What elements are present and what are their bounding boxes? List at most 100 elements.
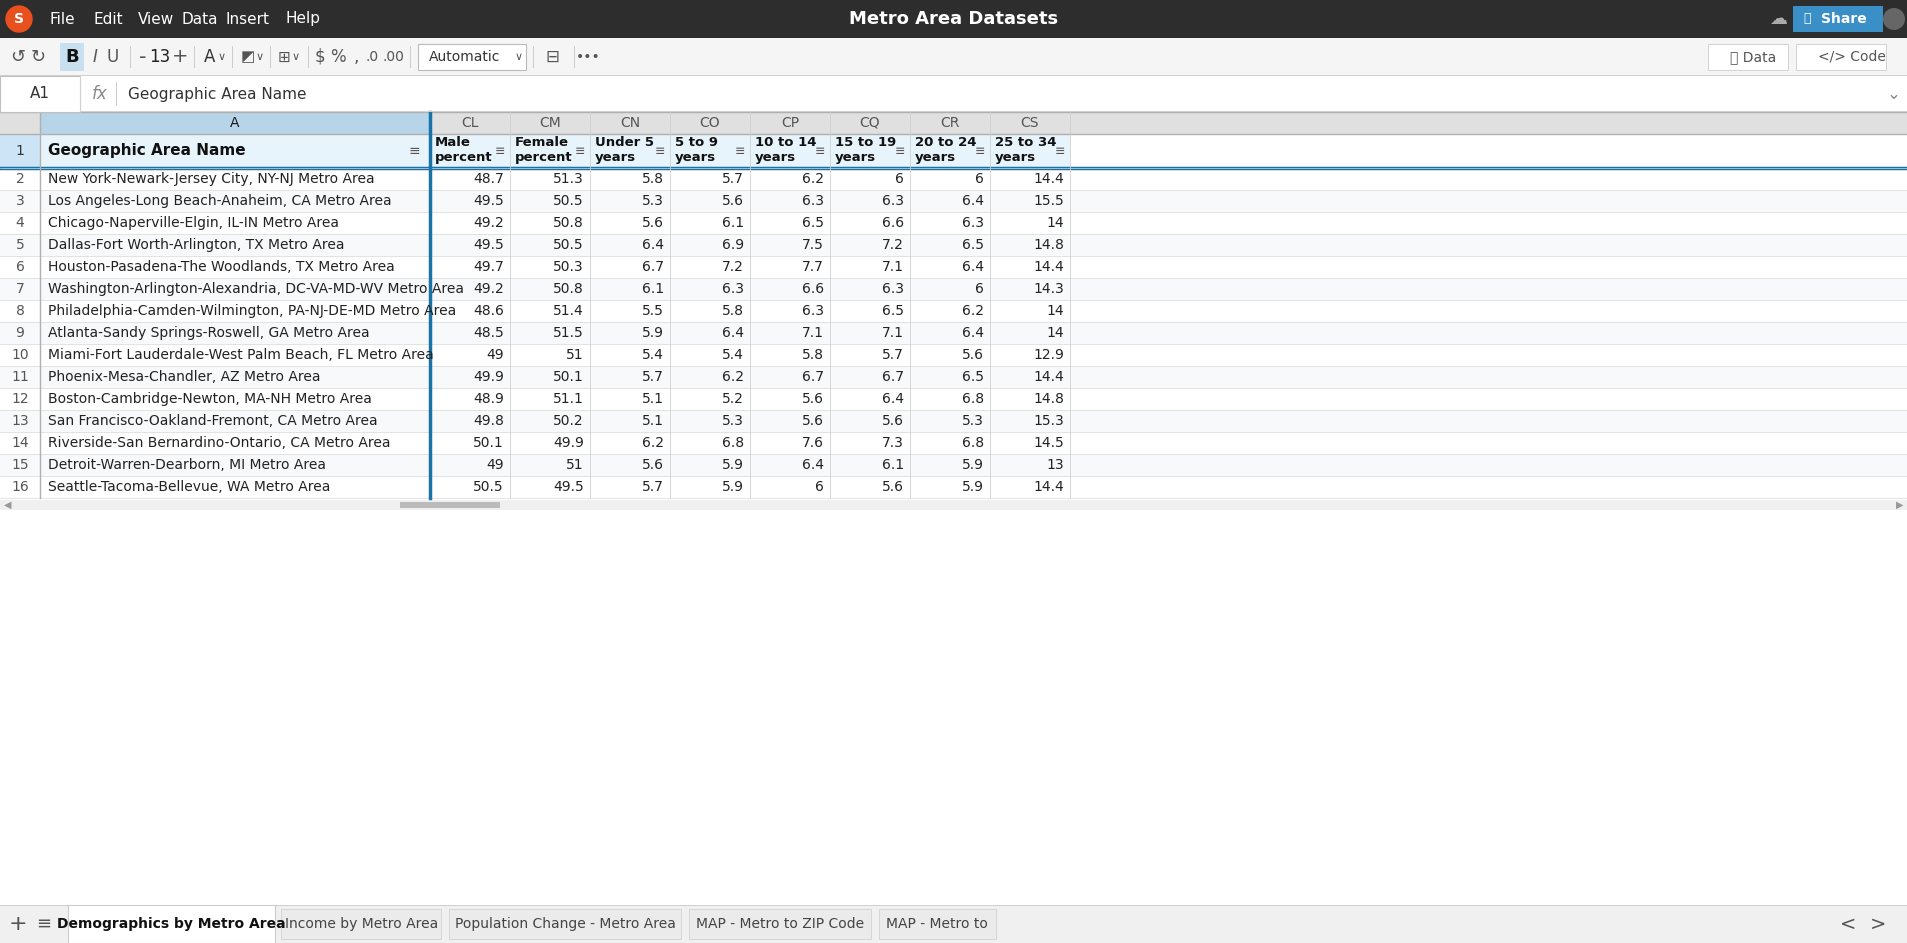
Text: ≡: ≡ — [734, 144, 746, 157]
Text: 48.5: 48.5 — [473, 326, 503, 340]
Text: 49.9: 49.9 — [473, 370, 503, 384]
Text: 6.2: 6.2 — [961, 304, 984, 318]
Text: 16: 16 — [11, 480, 29, 494]
Text: CO: CO — [700, 116, 721, 130]
Text: 49: 49 — [486, 348, 503, 362]
Text: 48.7: 48.7 — [473, 172, 503, 186]
Text: 5.6: 5.6 — [641, 458, 664, 472]
Text: 7.5: 7.5 — [801, 238, 824, 252]
Text: A: A — [231, 116, 240, 130]
Text: 51.1: 51.1 — [553, 392, 584, 406]
Text: B: B — [65, 48, 78, 66]
Text: 5.9: 5.9 — [721, 458, 744, 472]
Text: 7.3: 7.3 — [881, 436, 904, 450]
Text: Boston-Cambridge-Newton, MA-NH Metro Area: Boston-Cambridge-Newton, MA-NH Metro Are… — [48, 392, 372, 406]
Text: 6.2: 6.2 — [721, 370, 744, 384]
Text: 50.5: 50.5 — [473, 480, 503, 494]
Text: New York-Newark-Jersey City, NY-NJ Metro Area: New York-Newark-Jersey City, NY-NJ Metro… — [48, 172, 374, 186]
Text: 51: 51 — [566, 458, 584, 472]
Text: Detroit-Warren-Dearborn, MI Metro Area: Detroit-Warren-Dearborn, MI Metro Area — [48, 458, 326, 472]
Text: CQ: CQ — [860, 116, 879, 130]
Text: 6.5: 6.5 — [881, 304, 904, 318]
Text: 14.3: 14.3 — [1034, 282, 1064, 296]
Text: years: years — [915, 151, 955, 163]
Bar — [40, 112, 429, 134]
Text: 6.5: 6.5 — [961, 370, 984, 384]
Text: 49.8: 49.8 — [473, 414, 503, 428]
Text: 6.3: 6.3 — [801, 194, 824, 208]
Text: 5.8: 5.8 — [641, 172, 664, 186]
Text: ∨: ∨ — [217, 52, 225, 62]
Text: 5 to 9: 5 to 9 — [675, 137, 717, 150]
Text: 7.1: 7.1 — [801, 326, 824, 340]
Bar — [0, 190, 1907, 212]
Text: ◀: ◀ — [4, 500, 11, 510]
Text: 5.7: 5.7 — [643, 480, 664, 494]
Text: 6: 6 — [15, 260, 25, 274]
Text: 5.2: 5.2 — [721, 392, 744, 406]
Text: 15.3: 15.3 — [1034, 414, 1064, 428]
Text: 5.9: 5.9 — [961, 480, 984, 494]
Text: ≡: ≡ — [408, 144, 420, 158]
Bar — [0, 168, 1907, 190]
Text: CS: CS — [1020, 116, 1039, 130]
Text: .0: .0 — [366, 50, 378, 64]
Text: 7.6: 7.6 — [801, 436, 824, 450]
Bar — [59, 43, 84, 71]
Text: 13: 13 — [149, 48, 170, 66]
Text: years: years — [675, 151, 715, 163]
Text: ⌄: ⌄ — [1886, 85, 1899, 103]
Text: 5.3: 5.3 — [643, 194, 664, 208]
Text: 6.2: 6.2 — [641, 436, 664, 450]
Text: 49.5: 49.5 — [473, 238, 503, 252]
Text: 14.8: 14.8 — [1032, 392, 1064, 406]
Text: 6.4: 6.4 — [961, 260, 984, 274]
Text: ,: , — [353, 48, 359, 66]
Text: 6.4: 6.4 — [961, 326, 984, 340]
Text: 49.2: 49.2 — [473, 282, 503, 296]
Text: 14: 14 — [1045, 326, 1064, 340]
Text: 6.1: 6.1 — [721, 216, 744, 230]
Text: 50.8: 50.8 — [553, 282, 584, 296]
Bar — [0, 366, 1907, 388]
Text: MAP - Metro to: MAP - Metro to — [885, 917, 988, 931]
Text: 7.2: 7.2 — [881, 238, 904, 252]
Text: percent: percent — [515, 151, 572, 163]
Bar — [0, 0, 1907, 38]
Text: 5.7: 5.7 — [721, 172, 744, 186]
Text: 5.1: 5.1 — [641, 392, 664, 406]
Text: Income by Metro Area: Income by Metro Area — [284, 917, 437, 931]
Text: 5.4: 5.4 — [643, 348, 664, 362]
Bar — [0, 905, 1907, 906]
Text: 6: 6 — [814, 480, 824, 494]
Text: ∨: ∨ — [292, 52, 299, 62]
Text: 2: 2 — [15, 172, 25, 186]
Text: .00: .00 — [381, 50, 404, 64]
Text: Riverside-San Bernardino-Ontario, CA Metro Area: Riverside-San Bernardino-Ontario, CA Met… — [48, 436, 391, 450]
Text: 14: 14 — [1045, 304, 1064, 318]
Text: ↺: ↺ — [10, 48, 25, 66]
Text: 20 to 24: 20 to 24 — [915, 137, 976, 150]
Text: +: + — [172, 47, 189, 67]
Text: ⊟: ⊟ — [545, 48, 559, 66]
Text: Houston-Pasadena-The Woodlands, TX Metro Area: Houston-Pasadena-The Woodlands, TX Metro… — [48, 260, 395, 274]
Text: years: years — [994, 151, 1036, 163]
Text: 5.6: 5.6 — [641, 216, 664, 230]
Bar — [879, 909, 995, 939]
Text: 49.5: 49.5 — [473, 194, 503, 208]
Text: CN: CN — [620, 116, 639, 130]
Text: 6.2: 6.2 — [801, 172, 824, 186]
Bar — [1707, 44, 1787, 70]
Text: fx: fx — [92, 85, 109, 103]
Text: 14.8: 14.8 — [1032, 238, 1064, 252]
Bar — [0, 76, 80, 112]
Text: 50.5: 50.5 — [553, 194, 584, 208]
Text: 25 to 34: 25 to 34 — [994, 137, 1056, 150]
Circle shape — [6, 6, 32, 32]
Text: 6.4: 6.4 — [881, 392, 904, 406]
Text: 5.6: 5.6 — [801, 392, 824, 406]
Text: 14: 14 — [11, 436, 29, 450]
Bar — [0, 212, 1907, 234]
Text: 5.6: 5.6 — [961, 348, 984, 362]
Text: 6.4: 6.4 — [961, 194, 984, 208]
